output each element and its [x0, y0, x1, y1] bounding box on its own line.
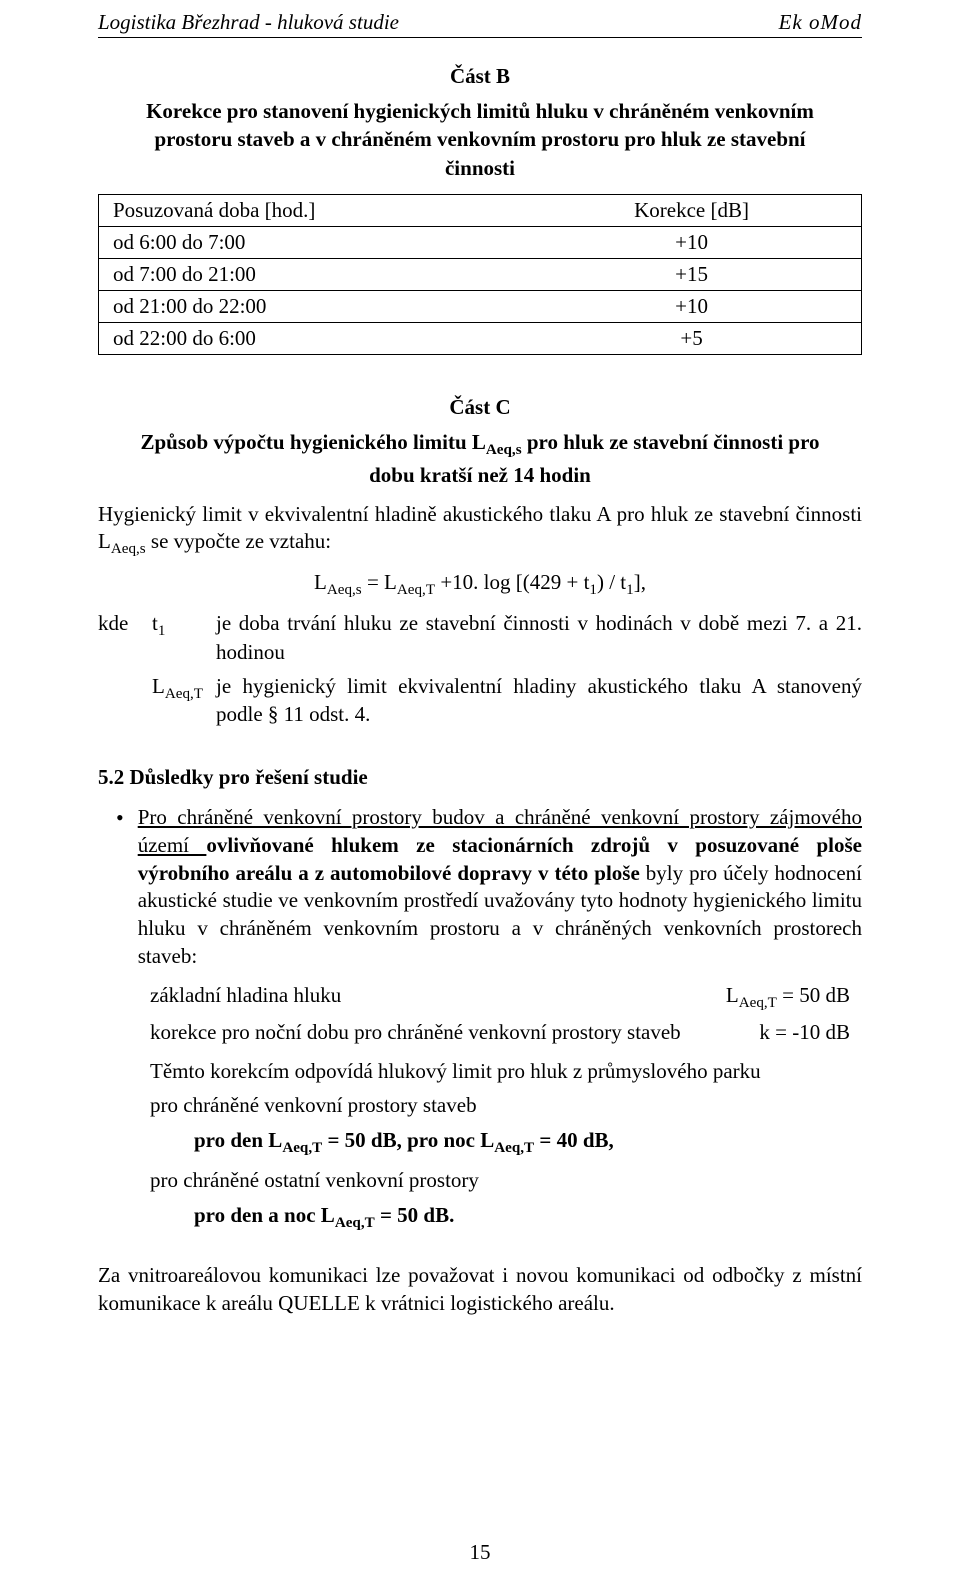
subscript: Aeq,T: [165, 686, 203, 702]
subscript: 1: [158, 623, 166, 639]
def-row: LAeq,T je hygienický limit ekvivalentní …: [98, 672, 862, 729]
page-number: 15: [0, 1540, 960, 1565]
text: = 50 dB.: [375, 1203, 455, 1227]
header-left: Logistika Březhrad - hluková studie: [98, 10, 399, 35]
subscript: Aeq,T: [494, 1141, 534, 1157]
table-row: Posuzovaná doba [hod.] Korekce [dB]: [99, 195, 862, 227]
subscript: Aeq,T: [282, 1141, 322, 1157]
table-header-left: Posuzovaná doba [hod.]: [99, 195, 519, 227]
def-text: je doba trvání hluku ze stavební činnost…: [216, 609, 862, 666]
section-5-2-heading: 5.2 Důsledky pro řešení studie: [98, 765, 862, 790]
text: Způsob výpočtu hygienického limitu L: [140, 430, 485, 454]
bullet-item: • Pro chráněné venkovní prostory budov a…: [98, 804, 862, 972]
table-cell: +5: [518, 323, 861, 355]
def-symbol: LAeq,T: [152, 672, 216, 705]
text: = L: [362, 570, 397, 594]
text: = 50 dB: [777, 983, 850, 1007]
header-rule: [98, 37, 862, 38]
part-b-title: Část B: [98, 64, 862, 89]
header-right: Ek oMod: [779, 10, 862, 35]
subscript: 1: [589, 582, 597, 598]
bullet-icon: •: [98, 804, 138, 829]
table-row: od 22:00 do 6:00 +5: [99, 323, 862, 355]
part-c-title: Část C: [98, 395, 862, 420]
subscript: 1: [626, 582, 634, 598]
text: = 40 dB,: [534, 1128, 614, 1152]
table-cell: +10: [518, 227, 861, 259]
formula: LAeq,s = LAeq,T +10. log [(429 + t1) / t…: [98, 570, 862, 599]
table-cell: od 7:00 do 21:00: [99, 259, 519, 291]
table-cell: od 21:00 do 22:00: [99, 291, 519, 323]
table-row: od 21:00 do 22:00 +10: [99, 291, 862, 323]
korekce-table: Posuzovaná doba [hod.] Korekce [dB] od 6…: [98, 194, 862, 355]
definition-list: kde t1 je doba trvání hluku ze stavební …: [98, 609, 862, 728]
text: ) / t: [597, 570, 626, 594]
subscript: Aeq,T: [739, 995, 777, 1011]
subscript: Aeq,s: [111, 541, 146, 557]
def-row: kde t1 je doba trvání hluku ze stavební …: [98, 609, 862, 666]
subscript: Aeq,s: [327, 582, 362, 598]
label: korekce pro noční dobu pro chráněné venk…: [150, 1016, 739, 1050]
table-header-right: Korekce [dB]: [518, 195, 861, 227]
value-line: základní hladina hluku LAeq,T = 50 dB: [150, 979, 850, 1015]
table-cell: +15: [518, 259, 861, 291]
part-b-subtitle: Korekce pro stanovení hygienických limit…: [120, 97, 840, 182]
text: pro den L: [194, 1128, 282, 1152]
text: se vypočte ze vztahu:: [146, 529, 331, 553]
value: k = -10 dB: [759, 1016, 850, 1050]
table-cell: od 22:00 do 6:00: [99, 323, 519, 355]
text: = 50 dB, pro noc L: [322, 1128, 494, 1152]
text: ],: [634, 570, 646, 594]
def-label: kde: [98, 609, 152, 637]
limit-den-noc-staveb: pro den LAeq,T = 50 dB, pro noc LAeq,T =…: [194, 1128, 862, 1157]
text-line: pro chráněné ostatní venkovní prostory: [150, 1164, 862, 1198]
label: základní hladina hluku: [150, 979, 706, 1015]
table-cell: +10: [518, 291, 861, 323]
text: L: [152, 674, 165, 698]
inner-block: základní hladina hluku LAeq,T = 50 dB ko…: [150, 979, 862, 1049]
text: +10. log [(429 + t: [435, 570, 589, 594]
table-cell: od 6:00 do 7:00: [99, 227, 519, 259]
text: L: [314, 570, 327, 594]
subscript: Aeq,T: [335, 1215, 375, 1231]
text-line: Těmto korekcím odpovídá hlukový limit pr…: [150, 1055, 862, 1089]
part-c-para: Hygienický limit v ekvivalentní hladině …: [98, 501, 862, 560]
closing-paragraph: Za vnitroareálovou komunikaci lze považo…: [98, 1262, 862, 1317]
subscript: Aeq,s: [486, 442, 522, 458]
part-c-subtitle: Způsob výpočtu hygienického limitu LAeq,…: [120, 428, 840, 489]
value-line: korekce pro noční dobu pro chráněné venk…: [150, 1016, 850, 1050]
subscript: Aeq,T: [397, 582, 435, 598]
text-line: pro chráněné venkovní prostory staveb: [150, 1089, 862, 1123]
text: pro den a noc L: [194, 1203, 335, 1227]
limit-ostatni: pro den a noc LAeq,T = 50 dB.: [194, 1203, 862, 1232]
table-row: od 7:00 do 21:00 +15: [99, 259, 862, 291]
text: L: [726, 983, 739, 1007]
value: LAeq,T = 50 dB: [726, 979, 850, 1015]
page: Logistika Březhrad - hluková studie Ek o…: [0, 0, 960, 1585]
def-symbol: t1: [152, 609, 216, 642]
table-row: od 6:00 do 7:00 +10: [99, 227, 862, 259]
bullet-text: Pro chráněné venkovní prostory budov a c…: [138, 804, 862, 972]
def-text: je hygienický limit ekvivalentní hladiny…: [216, 672, 862, 729]
page-header: Logistika Březhrad - hluková studie Ek o…: [98, 10, 862, 35]
